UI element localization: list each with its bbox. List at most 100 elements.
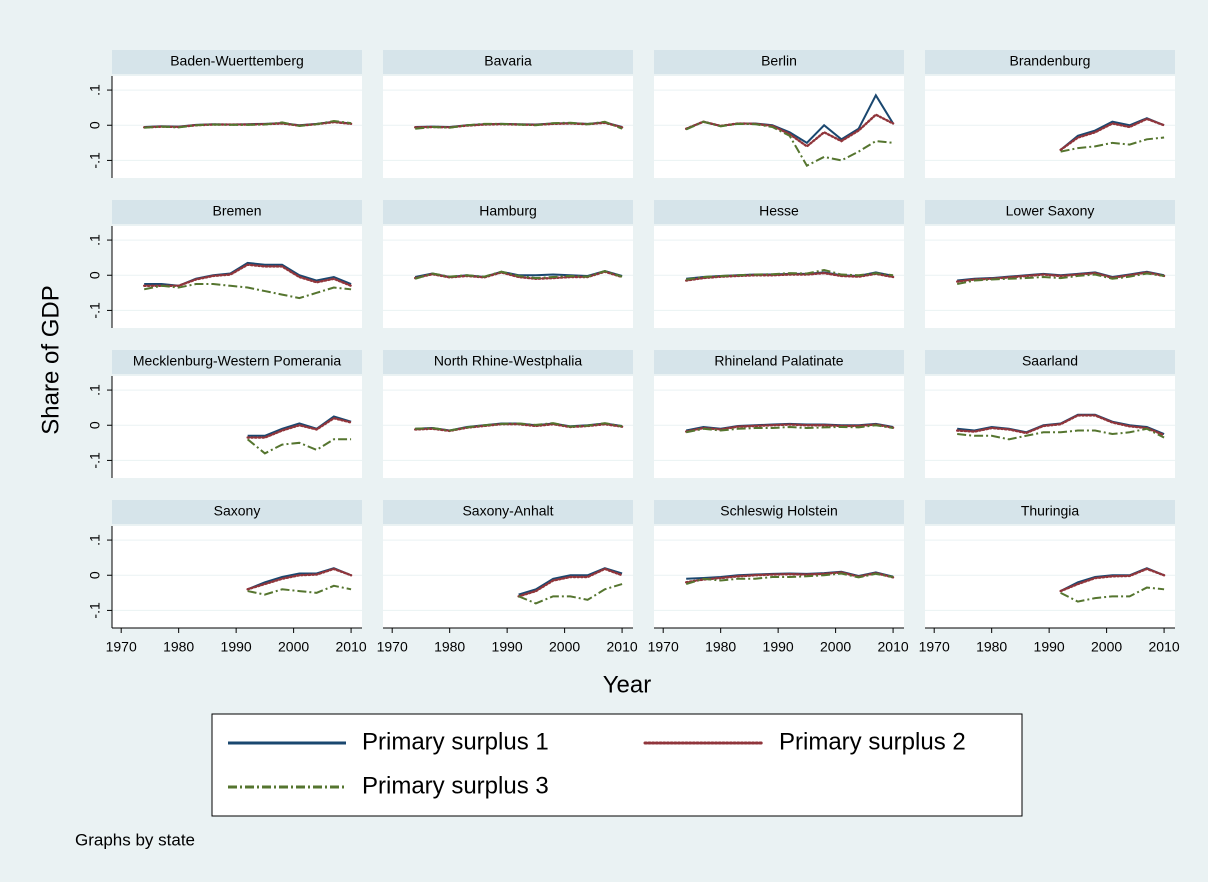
- x-tick-label: 1970: [377, 639, 408, 655]
- plot-area: [925, 526, 1175, 628]
- y-tick-label: -.1: [87, 302, 103, 319]
- series-line: [142, 263, 353, 287]
- facet-title: Bavaria: [484, 53, 532, 69]
- series-line: [414, 269, 623, 280]
- x-tick-label: 1980: [163, 639, 194, 655]
- facet-header: [112, 200, 362, 224]
- x-tick-label: 1990: [1034, 639, 1065, 655]
- note: Graphs by state: [75, 830, 195, 849]
- series-line: [685, 120, 894, 168]
- facet-title: Saxony: [214, 503, 261, 519]
- facet-header: [654, 50, 904, 74]
- facet-header: [112, 500, 362, 524]
- series-line: [415, 422, 623, 432]
- facet-title: Saxony-Anhalt: [462, 503, 553, 519]
- facet-header: [112, 350, 362, 374]
- series-line: [684, 423, 895, 433]
- x-tick-label: 1970: [648, 639, 679, 655]
- plot-area: [383, 526, 633, 628]
- facet-header: [383, 200, 633, 224]
- facet-header: [925, 50, 1175, 74]
- facet-title: Saarland: [1022, 353, 1078, 369]
- series-line: [955, 414, 1166, 437]
- series-line: [686, 268, 894, 281]
- x-tick-label: 1970: [106, 639, 137, 655]
- facet-header: [925, 200, 1175, 224]
- facet-title: Baden-Wuerttemberg: [170, 53, 304, 69]
- series-line: [1060, 586, 1165, 603]
- x-tick-label: 1990: [763, 639, 794, 655]
- series-line: [143, 283, 352, 300]
- facet-header: [383, 500, 633, 524]
- y-tick-label: 0: [87, 121, 103, 129]
- y-tick-label: 0: [87, 571, 103, 579]
- x-tick-label: 2000: [549, 639, 580, 655]
- y-tick-label: -.1: [87, 152, 103, 169]
- facet-title: Mecklenburg-Western Pomerania: [133, 353, 341, 369]
- series-line: [246, 416, 353, 439]
- plot-area: [112, 376, 362, 478]
- y-tick-label: .1: [87, 384, 103, 396]
- series-line: [247, 415, 352, 437]
- x-tick-label: 2010: [607, 639, 638, 655]
- x-tick-label: 1970: [919, 639, 950, 655]
- x-tick-label: 1980: [705, 639, 736, 655]
- y-tick-label: .1: [87, 534, 103, 546]
- y-tick-label: -.1: [87, 602, 103, 619]
- x-tick-label: 2000: [820, 639, 851, 655]
- facet-title: Brandenburg: [1010, 53, 1091, 69]
- facet-header: [383, 50, 633, 74]
- x-tick-label: 1990: [221, 639, 252, 655]
- facet-title: Berlin: [761, 53, 797, 69]
- facet-header: [654, 500, 904, 524]
- x-tick-label: 1980: [434, 639, 465, 655]
- series-line: [144, 120, 352, 129]
- legend-box: [211, 713, 1023, 817]
- x-tick-label: 1980: [976, 639, 1007, 655]
- facet-title: Hesse: [759, 203, 799, 219]
- series-line: [1059, 567, 1166, 593]
- x-tick-label: 2010: [878, 639, 909, 655]
- legend-label: Primary surplus 3: [362, 772, 549, 799]
- series-line: [1059, 117, 1166, 152]
- y-tick-label: .1: [87, 234, 103, 246]
- x-axis-label: Year: [603, 671, 652, 698]
- y-tick-label: 0: [87, 271, 103, 279]
- facet-title: Thuringia: [1021, 503, 1080, 519]
- x-tick-label: 2000: [1091, 639, 1122, 655]
- series-line: [517, 567, 624, 598]
- series-line: [685, 424, 894, 434]
- legend-label: Primary surplus 1: [362, 728, 549, 755]
- plot-area: [112, 526, 362, 628]
- series-line: [1059, 117, 1165, 151]
- facet-header: [383, 350, 633, 374]
- y-tick-label: .1: [87, 84, 103, 96]
- series-line: [518, 583, 623, 605]
- facet-title: Hamburg: [479, 203, 537, 219]
- series-line: [957, 427, 1165, 441]
- facet-header: [654, 200, 904, 224]
- facet-title: Schleswig Holstein: [720, 503, 838, 519]
- facet-header: [654, 350, 904, 374]
- legend-label: Primary surplus 2: [779, 728, 966, 755]
- series-line: [415, 120, 623, 130]
- plot-area: [925, 76, 1175, 178]
- series-line: [246, 438, 352, 455]
- facet-header: [925, 500, 1175, 524]
- x-tick-label: 2010: [336, 639, 367, 655]
- series-line: [956, 272, 1165, 286]
- facet-title: North Rhine-Westphalia: [434, 353, 583, 369]
- plot-area: [383, 376, 633, 478]
- y-tick-label: 0: [87, 421, 103, 429]
- x-tick-label: 1990: [492, 639, 523, 655]
- y-axis-label: Share of GDP: [37, 285, 64, 434]
- series-line: [246, 567, 353, 591]
- series-line: [685, 572, 894, 585]
- x-tick-label: 2010: [1149, 639, 1180, 655]
- facet-header: [925, 350, 1175, 374]
- x-tick-label: 2000: [278, 639, 309, 655]
- facet-title: Bremen: [212, 203, 261, 219]
- series-line: [247, 584, 352, 596]
